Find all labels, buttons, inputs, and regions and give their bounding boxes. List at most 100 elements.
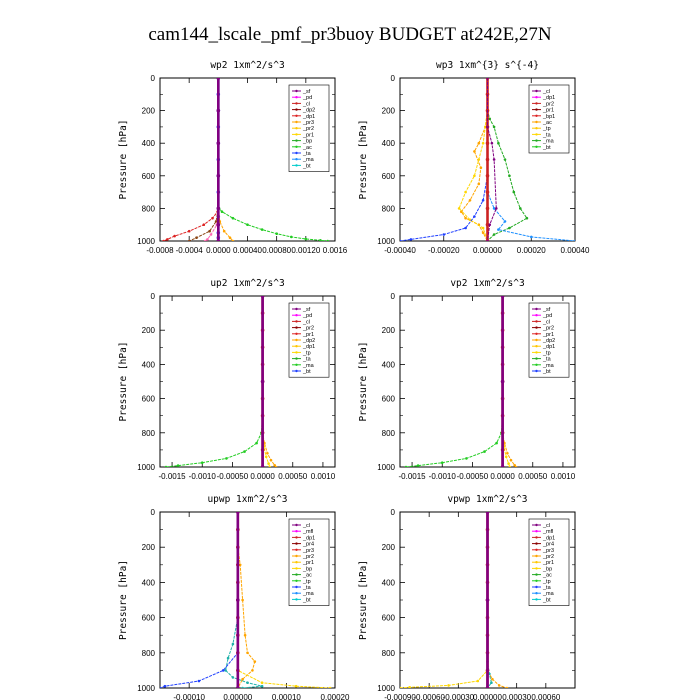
chart-panel-4: upwp 1xm^2/s^3 Pressure [hPa] 0 200 400 600 80… — [118, 494, 350, 700]
chart-panel-5: vpwp 1xm^2/s^3 Pressure [hPa] 0 200 400 600 80… — [358, 494, 576, 700]
legend-marker — [295, 357, 298, 360]
x-tick-label: 0.00060 — [531, 693, 560, 700]
series-point — [505, 686, 509, 688]
y-tick-label: 1000 — [137, 684, 155, 693]
legend-marker — [295, 127, 298, 130]
y-tick-label: 800 — [142, 204, 156, 213]
series-point — [231, 642, 235, 646]
legend-entry: _pr1 — [542, 560, 554, 566]
legend-entry: _bt — [302, 597, 311, 603]
series-line-1 — [225, 512, 263, 688]
legend-entry: _pr2 — [302, 326, 314, 332]
series-point — [508, 174, 511, 178]
series-point — [486, 125, 489, 129]
series-group — [404, 296, 518, 467]
legend-entry: _cl — [302, 523, 310, 529]
series-point — [503, 220, 507, 223]
legend-marker — [295, 592, 298, 595]
x-tick-label: -0.0008 — [146, 246, 174, 255]
series-point — [236, 686, 240, 688]
y-tick-label: 200 — [382, 543, 396, 552]
series-point — [473, 150, 476, 153]
legend-marker — [295, 133, 298, 136]
series-line-2 — [160, 512, 239, 688]
legend-entry: _dp1 — [302, 114, 315, 120]
legend-marker — [295, 158, 298, 161]
x-tick-label: -0.00030 — [443, 693, 475, 700]
legend-entry: _ta — [542, 357, 552, 363]
legend-marker — [295, 548, 298, 551]
series-point — [164, 465, 168, 467]
series-point — [485, 157, 490, 162]
legend-marker — [295, 530, 298, 533]
legend-marker — [535, 523, 538, 527]
legend-marker — [295, 108, 298, 111]
legend-marker — [535, 139, 538, 142]
legend-entry: _pr1 — [302, 560, 314, 566]
legend-marker — [535, 314, 538, 317]
y-tick-label: 200 — [382, 107, 396, 116]
x-tick-label: 0.00080 — [262, 246, 291, 255]
series-point — [508, 465, 512, 467]
legend-marker — [295, 369, 298, 373]
legend-marker — [295, 307, 298, 311]
legend-marker — [535, 530, 538, 533]
legend-entry: _ta — [542, 585, 552, 591]
legend-entry: _pd — [302, 95, 312, 101]
series-point — [176, 464, 180, 467]
series-point — [477, 141, 481, 145]
series-point — [519, 207, 522, 210]
legend-entry: _dp2 — [542, 338, 555, 344]
series-point — [231, 216, 235, 220]
series-point — [485, 190, 490, 194]
legend-marker — [295, 320, 298, 323]
series-group — [164, 296, 278, 467]
series-point — [160, 686, 162, 688]
x-tick-label: -0.0015 — [158, 472, 186, 481]
series-point — [503, 158, 507, 161]
series-point — [220, 210, 224, 213]
series-point — [500, 465, 505, 467]
x-tick-label: 0.00000 — [473, 246, 502, 255]
series-point — [269, 458, 273, 462]
legend-entry: _mfl — [542, 529, 553, 535]
series-point — [492, 233, 496, 236]
series-point — [473, 174, 476, 178]
legend-marker — [535, 338, 538, 342]
series-point — [409, 238, 413, 241]
legend-entry: _bt — [302, 163, 311, 169]
x-tick-label: 0.00020 — [517, 246, 546, 255]
legend-marker — [535, 561, 538, 564]
series-point — [260, 681, 264, 684]
series-point — [294, 684, 298, 688]
series-point — [507, 462, 510, 465]
series-line-1 — [487, 512, 508, 688]
legend-marker — [535, 345, 538, 348]
x-tick-label: -0.00050 — [217, 472, 249, 481]
x-tick-label: -0.00090 — [384, 693, 416, 700]
series-point — [492, 158, 496, 161]
legend-marker — [295, 579, 298, 582]
legend-marker — [535, 332, 538, 335]
legend-entry: _ma — [302, 591, 315, 597]
y-tick-label: 600 — [382, 395, 396, 404]
series-point — [241, 677, 244, 681]
series-point — [274, 465, 278, 467]
series-point — [479, 166, 483, 169]
legend-entry: _pr4 — [302, 542, 314, 548]
legend-marker — [295, 567, 298, 570]
series-point — [464, 190, 467, 194]
series-point — [238, 563, 242, 567]
legend-entry: _bt — [542, 597, 551, 603]
y-axis-label: Pressure [hPa] — [358, 119, 369, 199]
legend-entry: _ac — [302, 573, 312, 579]
series-point — [485, 141, 490, 145]
series-point — [216, 239, 221, 241]
y-tick-label: 0 — [151, 292, 156, 301]
legend-marker — [295, 96, 298, 99]
x-tick-label: -0.0015 — [398, 472, 426, 481]
series-point — [473, 215, 476, 218]
series-point — [460, 210, 463, 213]
legend-entry: _cl — [542, 89, 550, 95]
legend-entry: _pr1 — [542, 108, 554, 114]
